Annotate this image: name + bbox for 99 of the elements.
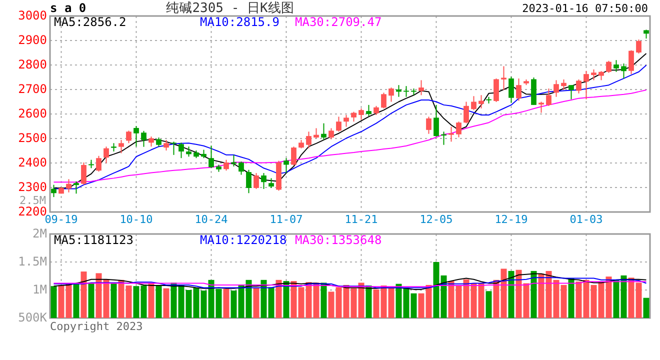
y-tick-label: 2900: [18, 32, 47, 47]
candlestick: [576, 78, 582, 94]
candlestick: [178, 142, 184, 159]
candlestick: [328, 128, 334, 140]
x-tick-label: 10-24: [194, 213, 228, 226]
candlestick: [636, 39, 642, 54]
candlestick: [434, 104, 439, 138]
candlestick: [306, 131, 312, 149]
candlestick: [494, 78, 499, 102]
candlestick: [501, 66, 506, 90]
candlestick: [426, 116, 432, 134]
candlestick: [516, 78, 522, 102]
candlestick: [374, 105, 379, 116]
candlestick: [621, 63, 626, 79]
y-tick-label: 1.5M: [18, 254, 47, 268]
x-tick-label: 12-05: [420, 213, 453, 226]
line-series: [53, 273, 647, 290]
candlestick: [351, 111, 356, 122]
y-tick-label: 3000: [18, 8, 47, 22]
candlestick: [74, 180, 79, 194]
candlestick: [104, 146, 109, 164]
candlestick: [336, 116, 342, 132]
candlestick: [381, 92, 386, 109]
y-tick-label: 2500: [18, 130, 47, 145]
candlestick: [268, 178, 274, 188]
candlestick: [628, 50, 634, 75]
y-tick-label: 500K: [18, 310, 48, 324]
text: MA30:1353648: [295, 233, 382, 247]
candlestick: [344, 114, 349, 128]
y-tick-label: 2400: [18, 155, 47, 170]
text: MA5:1181123: [54, 233, 134, 247]
text: MA10:2815.9: [200, 15, 280, 29]
candlestick: [126, 130, 132, 144]
x-tick-label: 11-21: [344, 213, 378, 226]
y-tick-label: 2600: [18, 106, 47, 120]
candlestick: [186, 146, 192, 158]
candlestick: [538, 101, 544, 114]
candlestick: [464, 101, 469, 124]
candlestick: [284, 158, 289, 174]
y-tick-label: 2M: [32, 226, 47, 240]
candlestick: [478, 94, 484, 109]
x-tick-label: 10-10: [120, 213, 153, 226]
y-tick-label: 2200: [18, 204, 47, 218]
candlestick: [156, 137, 162, 148]
candlestick: [261, 172, 266, 190]
candlestick: [118, 139, 124, 154]
candlestick: [366, 104, 372, 116]
candlestick: [396, 84, 402, 98]
candlestick: [141, 130, 146, 148]
y-tick-label: 2800: [18, 57, 47, 72]
y-tick-label: 1M: [32, 282, 47, 296]
candlestick: [81, 162, 86, 186]
candlestick: [321, 122, 326, 140]
candlestick: [314, 128, 319, 139]
text: MA30:2709.47: [295, 15, 382, 29]
candlestick: [148, 136, 154, 148]
candlestick: [614, 60, 619, 72]
candlestick: [606, 60, 612, 74]
text: s a 0: [50, 1, 86, 15]
x-tick-label: 12-19: [494, 213, 528, 226]
candlestick: [358, 108, 364, 120]
y-tick-label: 2700: [18, 82, 47, 96]
candlestick: [96, 155, 102, 172]
candlestick: [171, 141, 176, 156]
text: MA5:2856.2: [54, 15, 126, 29]
candlestick: [164, 139, 169, 152]
candlestick: [388, 87, 394, 102]
candlestick: [448, 126, 454, 142]
candlestick: [51, 184, 56, 198]
candlestick: [561, 78, 566, 90]
candlestick: [598, 70, 604, 81]
candlestick: [208, 145, 214, 169]
candlestick: [224, 159, 229, 172]
chart-title: 纯碱2305 - 日K线图: [166, 1, 294, 16]
text: MA10:1220218: [200, 233, 287, 247]
candlestick: [456, 121, 462, 138]
x-tick-label: 11-07: [270, 213, 303, 226]
candlestick: [584, 70, 589, 100]
candlestick: [471, 96, 476, 111]
text: 2.5M: [20, 194, 46, 207]
candlestick: [291, 146, 296, 166]
candlestick: [508, 76, 514, 104]
candlestick: [546, 88, 552, 106]
y-tick-label: 2300: [18, 180, 47, 194]
line-series: [53, 277, 647, 288]
x-tick-label: 09-19: [44, 213, 78, 226]
candlestick: [246, 169, 252, 194]
candlestick: [254, 172, 259, 190]
candlestick: [554, 80, 559, 98]
candlestick: [591, 68, 596, 81]
candlestick: [404, 86, 409, 98]
x-tick-label: 01-03: [570, 213, 603, 226]
text: 2023-01-16 07:50:00: [522, 2, 648, 15]
candlestick: [418, 80, 424, 96]
text: Copyright 2023: [50, 320, 143, 333]
candlestick: [238, 161, 244, 176]
candlestick: [66, 178, 72, 193]
candlestick: [568, 84, 574, 100]
candlestick: [134, 126, 139, 148]
